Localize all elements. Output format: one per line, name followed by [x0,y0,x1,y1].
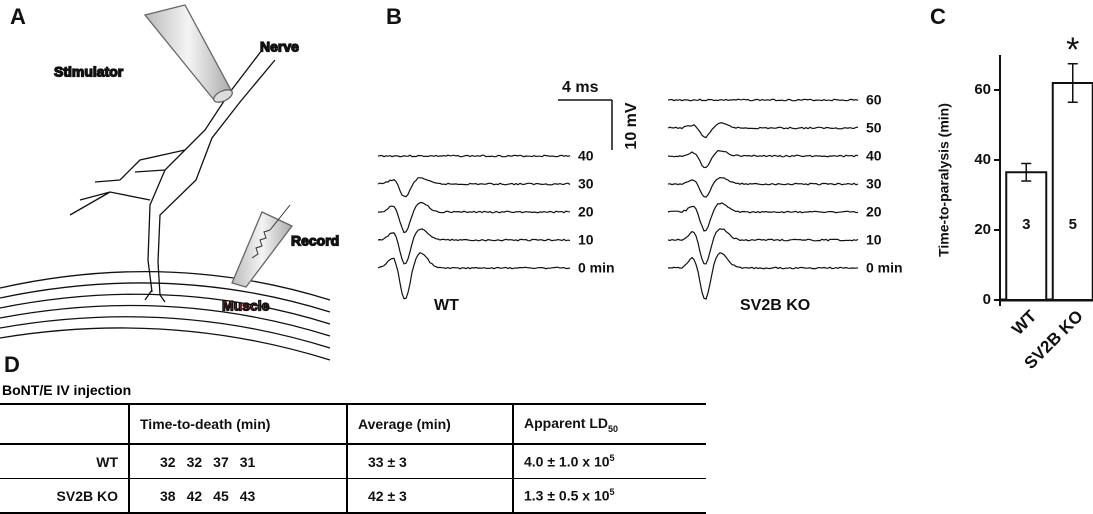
n-label: 3 [1022,216,1030,233]
death-time: 32 [160,453,176,470]
x-tick-label: WT [1008,306,1041,339]
traces: 4 ms 10 mV WT SV2B KO 40 30 20 10 0 min 60 50 4… [377,79,903,314]
trace [667,122,859,139]
diagram-label: Nerve [260,39,299,55]
trace-label: 40 [578,148,594,164]
trace [377,154,571,158]
header-cell [0,403,129,445]
trace [667,252,859,300]
group-label: WT [434,297,459,314]
trace-label: 20 [578,204,594,220]
group-label: SV2B KO [740,297,810,314]
n-label: 5 [1069,216,1077,233]
cell: 32 32 37 31 [128,444,347,479]
y-tick-label: 60 [974,81,991,98]
subscript: 50 [608,423,619,434]
trace [377,201,571,234]
trace-label: 60 [866,92,882,108]
table-header: Time-to-death (min) Average (min) Appare… [0,403,706,445]
trace [667,228,859,265]
trace [667,176,859,198]
trace-label: 0 min [578,260,615,276]
table-caption: BoNT/E IV injection [2,382,132,398]
cell: 4.0 ± 1.0 x 105 [512,444,706,479]
diagram-label: Stimulator [54,64,124,80]
trace-label: 20 [866,204,882,220]
death-time: 32 [186,453,203,470]
scale-label: 10 mV [623,102,640,149]
death-time: 31 [239,453,256,470]
trace [377,251,571,300]
diagram: Nerve Stimulator Record Muscle [0,4,340,361]
trace-label: 0 min [866,260,903,276]
death-time: 42 [186,487,203,504]
ld50: 1.3 ± 0.5 x 10 [524,487,610,504]
header-text: Apparent LD [524,414,608,431]
bar [1005,171,1048,301]
header-cell: Apparent LD50 [512,403,706,445]
table-row: WT 32 32 37 31 33 ± 3 4.0 ± 1.0 x 105 [0,444,706,479]
row-label: WT [0,444,129,479]
header-cell: Time-to-death (min) [128,403,347,445]
row-label: SV2B KO [0,478,129,514]
significance: * [1066,31,1079,69]
death-time: 45 [213,487,229,504]
superscript: 5 [609,487,615,498]
trace [377,177,571,198]
trace-label: 10 [578,232,594,248]
panel-letter: D [4,352,20,377]
bar [1051,82,1093,301]
ld50: 4.0 ± 1.0 x 10 [524,453,610,470]
trace-label: 50 [866,120,882,136]
scale-label: 4 ms [562,79,599,96]
figure-panels: A B C D Nerve Stimulator Record Muscle 4… [0,4,1093,377]
cell: 38 42 45 43 [128,478,347,514]
trace-label: 10 [866,232,882,248]
death-time: 38 [160,487,176,504]
cell: 1.3 ± 0.5 x 105 [512,478,706,514]
cell: 33 ± 3 [346,444,513,479]
death-time: 37 [213,453,229,470]
trace [667,149,859,169]
y-tick-label: 40 [974,151,991,168]
header-cell: Average (min) [346,403,513,445]
y-tick-label: 20 [974,221,991,238]
diagram-label: Muscle [222,298,270,314]
trace-label: 30 [866,176,882,192]
trace [377,228,571,265]
y-axis-label: Time-to-paralysis (min) [936,103,952,257]
panel-letter: C [930,4,946,29]
trace-label: 30 [578,176,594,192]
trace [667,98,859,102]
superscript: 5 [609,453,615,464]
table-row: SV2B KO 38 42 45 43 42 ± 3 1.3 ± 0.5 x 105 [0,478,706,514]
panel-letter: B [386,4,402,29]
diagram-label: Record [291,233,339,249]
cell: 42 ± 3 [346,478,513,514]
death-time: 43 [239,487,256,504]
trace [667,202,858,232]
trace-label: 40 [866,148,882,164]
panel-letter: A [10,4,26,29]
table: Time-to-death (min) Average (min) Appare… [0,403,706,514]
y-tick-label: 0 [983,291,991,308]
